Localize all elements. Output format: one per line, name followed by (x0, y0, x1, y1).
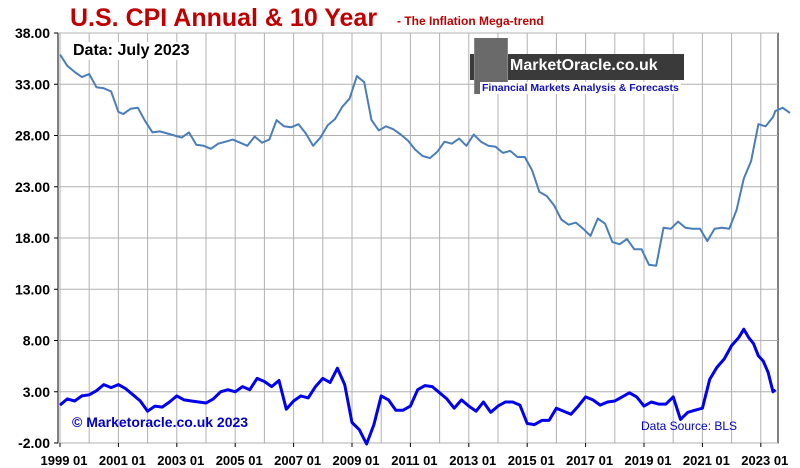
x-tick-label: 1999 01 (41, 453, 88, 468)
y-tick-label: 13.00 (15, 281, 50, 297)
y-tick-label: 28.00 (15, 128, 50, 144)
x-tick-label: 2003 01 (157, 453, 204, 468)
grid (58, 32, 778, 444)
y-tick-label: 33.00 (15, 76, 50, 92)
y-tick-label: 38.00 (15, 25, 50, 41)
y-tick-label: 23.00 (15, 179, 50, 195)
data-date-note: Data: July 2023 (70, 42, 193, 60)
series-lines (59, 53, 791, 446)
x-tick-label: 2005 01 (216, 453, 263, 468)
y-tick-label: 3.00 (23, 384, 50, 400)
chart-title: U.S. CPI Annual & 10 Year (70, 4, 378, 32)
chart-subtitle: - The Inflation Mega-trend (397, 14, 544, 28)
series-line-ten_year (59, 53, 791, 267)
y-tick-label: -2.00 (18, 435, 50, 451)
x-tick-label: 2013 01 (449, 453, 496, 468)
series-line-annual (59, 327, 777, 446)
y-tick-label: 8.00 (23, 333, 50, 349)
x-tick-label: 2007 01 (274, 453, 321, 468)
x-tick-label: 2009 01 (333, 453, 380, 468)
x-tick-label: 2017 01 (566, 453, 613, 468)
data-source-note: Data Source: BLS (641, 419, 738, 433)
x-axis: 1999 01 2001 01 2003 01 2005 01 2007 01 2009 … (41, 443, 788, 468)
copyright-note: © Marketoracle.co.uk 2023 (72, 414, 249, 430)
x-tick-label: 2011 01 (391, 453, 437, 468)
logo-text: MarketOracle.co.uk (510, 57, 658, 74)
x-tick-label: 2023 01 (741, 453, 788, 468)
x-tick-label: 2019 01 (625, 453, 672, 468)
y-axis: 38.00 33.00 28.00 23.00 18.00 13.00 8.00 3.00 -2… (15, 25, 58, 451)
x-tick-label: 2021 01 (683, 453, 730, 468)
y-tick-label: 18.00 (15, 230, 50, 246)
x-tick-label: 2001 01 (99, 453, 146, 468)
logo-tagline: Financial Markets Analysis & Forecasts (480, 82, 681, 94)
marketoracle-logo: MarketOracle.co.uk (470, 38, 684, 94)
x-tick-label: 2015 01 (508, 453, 555, 468)
